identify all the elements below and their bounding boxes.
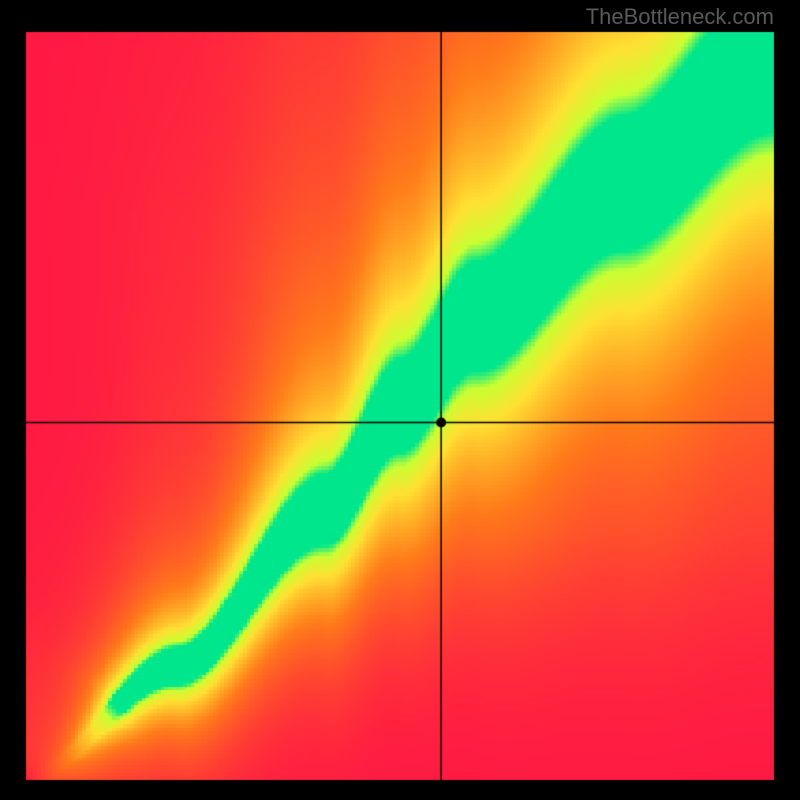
watermark-text: TheBottleneck.com xyxy=(586,4,774,30)
bottleneck-heatmap xyxy=(0,0,800,800)
